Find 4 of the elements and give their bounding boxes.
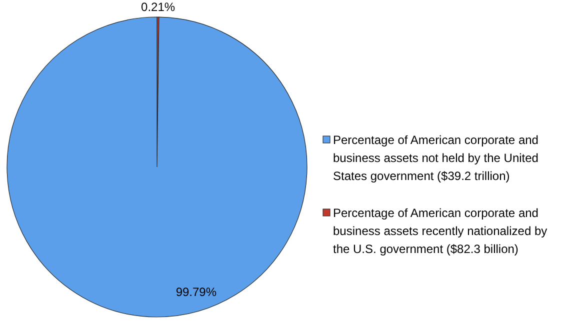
- legend-label: Percentage of American corporate and business assets not held by the United States government ($39.2 trillion): [333, 133, 538, 184]
- data-label: 99.79%: [176, 285, 217, 300]
- data-label: 0.21%: [141, 0, 176, 14]
- legend-label: Percentage of American corporate and business assets recently nationalized by the U.S. government ($82.3 billion): [333, 206, 548, 256]
